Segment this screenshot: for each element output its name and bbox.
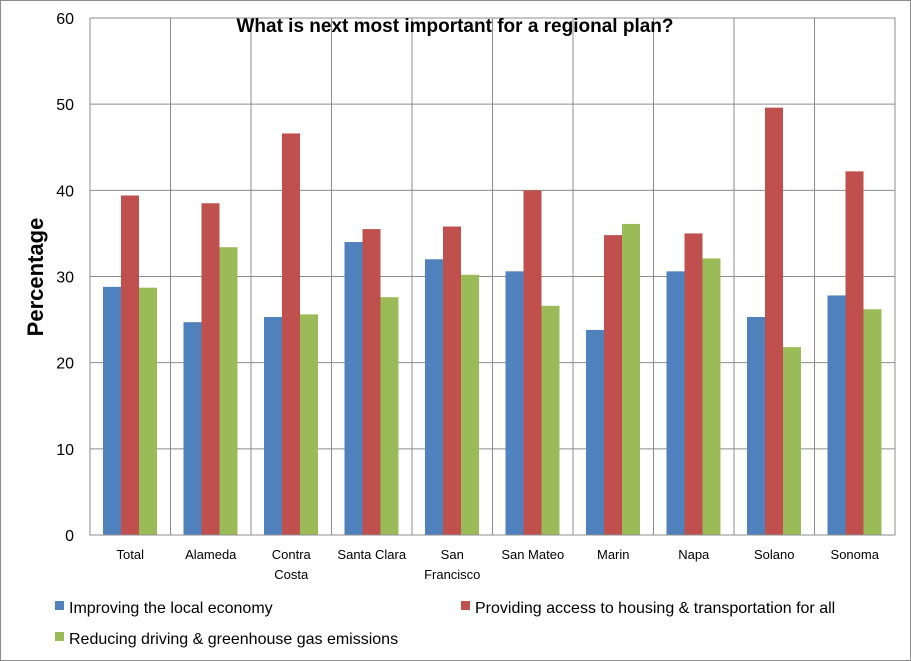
bar-2-4 [362,229,381,535]
x-category-label: Napa [678,547,710,562]
bar-2-5 [443,226,461,536]
y-axis-ticks: 0 10 20 30 40 50 60 [56,11,74,545]
bar-1-3 [264,316,282,535]
legend-label-2: Providing access to housing & transporta… [475,600,835,617]
legend-swatch-1 [55,601,64,610]
x-category-label: Francisco [424,567,480,582]
x-category-label: San Mateo [501,547,564,562]
x-category-label: Contra [272,547,312,562]
legend: Improving the local economy Providing acc… [55,600,835,648]
bar-3-10 [863,309,882,535]
y-axis-label: Percentage [23,218,48,337]
legend-label-3: Reducing driving & greenhouse gas emissi… [69,631,398,648]
bar-3-7 [622,223,640,535]
bars [103,107,882,536]
bar-1-7 [586,329,604,535]
bar-1-9 [747,316,765,535]
bar-2-1 [121,195,139,535]
legend-swatch-2 [461,601,470,610]
bar-3-4 [380,297,399,535]
x-category-label: Sonoma [831,547,880,562]
x-category-label: Alameda [185,547,237,562]
x-category-label: Marin [597,547,630,562]
bar-2-6 [523,190,542,536]
bar-1-5 [425,259,443,535]
bar-3-1 [139,287,157,535]
bar-1-2 [183,322,202,535]
x-category-label: Costa [274,567,309,582]
bar-2-7 [604,235,622,535]
bar-3-5 [461,274,479,535]
plot-area-border [89,17,896,536]
legend-swatch-3 [55,632,64,641]
bar-1-4 [344,242,363,536]
y-tick-label: 20 [56,356,74,373]
y-tick-label: 10 [56,442,74,459]
bar-1-10 [827,295,846,535]
x-axis-categories: Total Alameda Contra Costa Santa Clara San Fra… [117,547,880,582]
x-category-label: Santa Clara [337,547,406,562]
bar-2-8 [684,233,703,535]
bar-2-2 [201,203,220,535]
legend-label-1: Improving the local economy [69,600,273,617]
bar-3-3 [300,314,318,535]
bar-1-8 [666,271,685,535]
chart-title: What is next most important for a region… [236,16,673,37]
y-tick-label: 0 [65,528,74,545]
x-category-label: San [441,547,464,562]
bar-3-6 [541,305,560,535]
bar-3-2 [219,247,238,535]
bar-2-9 [765,107,783,535]
bar-3-9 [783,347,801,535]
x-category-label: Solano [754,547,794,562]
y-tick-label: 40 [56,183,74,200]
bar-1-6 [505,271,524,535]
bar-2-10 [845,171,864,536]
plot-border [89,17,896,536]
bar-3-8 [702,258,721,535]
y-tick-label: 50 [56,97,74,114]
y-tick-label: 60 [56,11,74,28]
bar-2-3 [282,133,300,536]
bar-1-1 [103,286,121,535]
y-tick-label: 30 [56,270,74,287]
x-category-label: Total [117,547,145,562]
